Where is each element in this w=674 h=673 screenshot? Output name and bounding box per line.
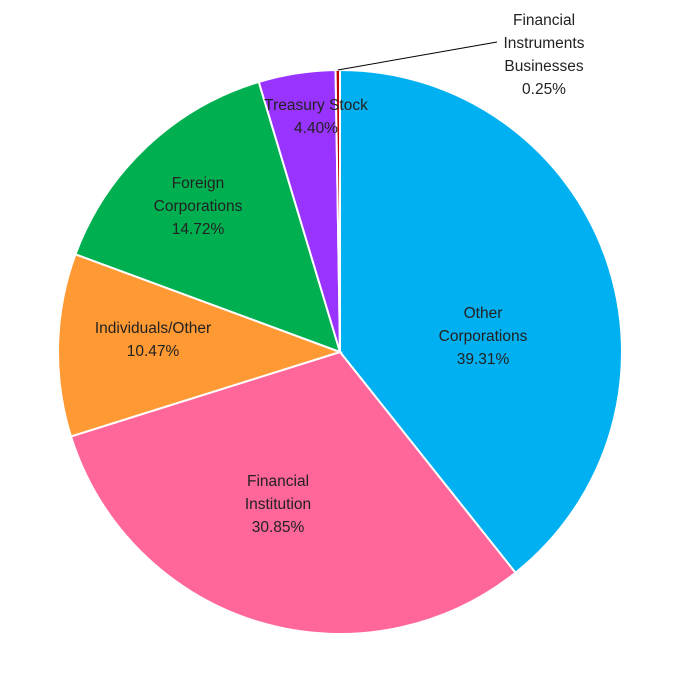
pie-slices bbox=[57, 68, 623, 635]
data-label-line: Individuals/Other bbox=[95, 320, 211, 337]
data-label-line: Financial bbox=[247, 473, 309, 490]
data-label-line: 14.72% bbox=[172, 221, 225, 238]
pie-slice-individuals-other bbox=[57, 253, 344, 438]
data-label-foreign-corporations: Foreign Corporations 14.72% bbox=[154, 175, 243, 238]
data-label-line: Other bbox=[464, 305, 503, 322]
data-label-individuals-other: Individuals/Other 10.47% bbox=[95, 320, 211, 360]
data-label-line: 39.31% bbox=[457, 351, 510, 368]
data-label-line: Corporations bbox=[154, 198, 243, 215]
data-label-line: Businesses bbox=[504, 58, 584, 75]
pie-labels: Other Corporations 39.31% Financial Institut… bbox=[95, 12, 585, 536]
pie-slice-other-corporations bbox=[339, 68, 623, 575]
data-label-line: 10.47% bbox=[127, 343, 180, 360]
pie-slice-financial-institution bbox=[69, 350, 517, 635]
data-label-line: 0.25% bbox=[522, 81, 566, 98]
data-label-other-corporations: Other Corporations 39.31% bbox=[439, 305, 528, 368]
data-label-line: 4.40% bbox=[294, 120, 338, 137]
data-label-line: Corporations bbox=[439, 328, 528, 345]
data-label-line: Financial bbox=[513, 12, 575, 29]
pie-slice-foreign-corporations bbox=[74, 80, 342, 354]
data-label-line: Institution bbox=[245, 496, 311, 513]
data-label-line: 30.85% bbox=[252, 519, 305, 536]
data-label-line: Instruments bbox=[504, 35, 585, 52]
data-label-financial-institution: Financial Institution 30.85% bbox=[245, 473, 311, 536]
leader-line bbox=[337, 41, 498, 71]
data-label-treasury-stock: Treasury Stock 4.40% bbox=[264, 97, 368, 137]
data-label-line: Foreign bbox=[172, 175, 225, 192]
data-label-financial-instruments-businesses: Financial Instruments Businesses 0.25% bbox=[504, 12, 585, 98]
data-label-line: Treasury Stock bbox=[264, 97, 368, 114]
